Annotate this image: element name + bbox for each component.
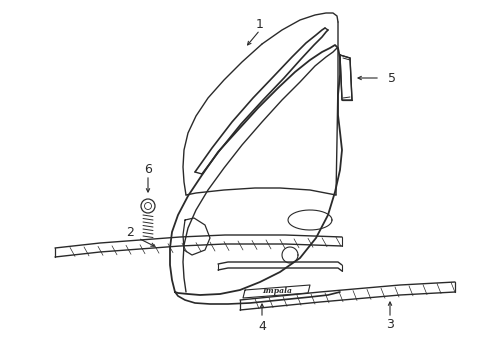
Text: 3: 3 <box>385 318 393 330</box>
Circle shape <box>144 202 151 210</box>
Text: 2: 2 <box>126 225 134 239</box>
Text: 1: 1 <box>256 18 264 31</box>
Text: 4: 4 <box>258 320 265 333</box>
Text: 6: 6 <box>144 162 152 176</box>
Text: 5: 5 <box>387 72 395 85</box>
Text: Impala: Impala <box>262 287 291 295</box>
Circle shape <box>141 199 155 213</box>
